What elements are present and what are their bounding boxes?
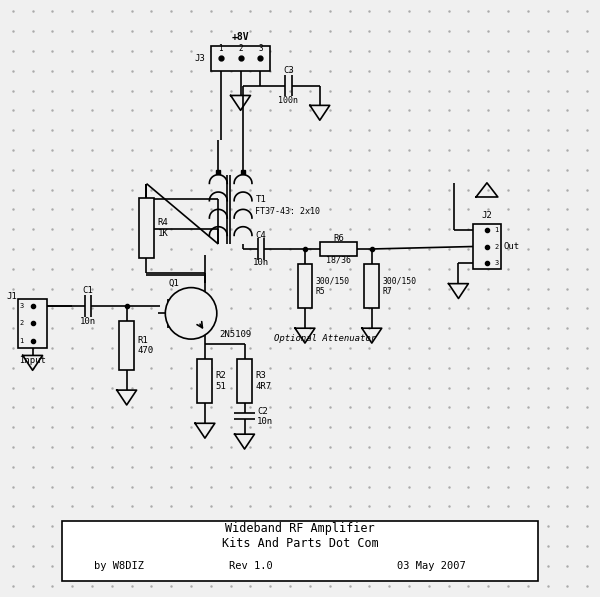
Text: by W8DIZ: by W8DIZ — [94, 561, 144, 571]
Text: 3: 3 — [258, 44, 263, 53]
Bar — [237, 359, 252, 404]
Bar — [62, 521, 538, 581]
Text: J1: J1 — [7, 291, 17, 300]
Bar — [18, 298, 47, 348]
Text: 3: 3 — [20, 303, 24, 309]
Text: C2
10n: C2 10n — [257, 407, 273, 426]
Bar — [197, 359, 212, 404]
Text: J3: J3 — [194, 54, 205, 63]
Text: 300/150
R7: 300/150 R7 — [383, 276, 417, 296]
Text: 2N5109: 2N5109 — [219, 330, 251, 338]
Text: 10n: 10n — [253, 259, 269, 267]
Text: Kits And Parts Dot Com: Kits And Parts Dot Com — [221, 537, 379, 550]
Text: Wideband RF Amplifier: Wideband RF Amplifier — [225, 522, 375, 536]
Bar — [298, 264, 313, 309]
Text: 18/36: 18/36 — [326, 256, 351, 264]
Text: C1: C1 — [82, 285, 93, 294]
Text: 1: 1 — [494, 227, 499, 233]
Text: 2: 2 — [20, 320, 24, 326]
Bar — [473, 224, 500, 269]
Text: T1: T1 — [256, 195, 266, 204]
Text: Out: Out — [503, 242, 519, 251]
Text: Rev 1.0: Rev 1.0 — [229, 561, 272, 571]
Text: R6: R6 — [333, 233, 344, 242]
Bar — [211, 46, 270, 70]
Bar — [139, 198, 154, 258]
Text: 1: 1 — [20, 337, 24, 344]
Text: 3: 3 — [494, 260, 499, 266]
Text: R3
4R7: R3 4R7 — [256, 371, 272, 391]
Circle shape — [166, 288, 217, 339]
Text: 300/150
R5: 300/150 R5 — [316, 276, 350, 296]
Text: R2
51: R2 51 — [216, 371, 227, 391]
Text: 100n: 100n — [278, 96, 298, 105]
Text: 2: 2 — [238, 44, 243, 53]
Text: R4
1K: R4 1K — [157, 219, 168, 238]
Text: +8V: +8V — [232, 32, 250, 42]
Text: R1
470: R1 470 — [137, 336, 154, 355]
Text: Input: Input — [19, 356, 46, 365]
Bar — [119, 321, 134, 370]
Text: Optional Attenuator: Optional Attenuator — [274, 334, 376, 343]
Text: 2: 2 — [494, 244, 499, 250]
Text: Q1: Q1 — [169, 279, 179, 288]
Text: C4: C4 — [256, 230, 266, 239]
Bar — [364, 264, 379, 309]
Text: 03 May 2007: 03 May 2007 — [397, 561, 466, 571]
Text: 10n: 10n — [80, 317, 95, 327]
Text: 1: 1 — [218, 44, 223, 53]
Text: J2: J2 — [482, 211, 493, 220]
Text: FT37-43: 2x10: FT37-43: 2x10 — [256, 207, 320, 216]
Bar — [320, 242, 357, 256]
Text: C3: C3 — [283, 66, 294, 75]
